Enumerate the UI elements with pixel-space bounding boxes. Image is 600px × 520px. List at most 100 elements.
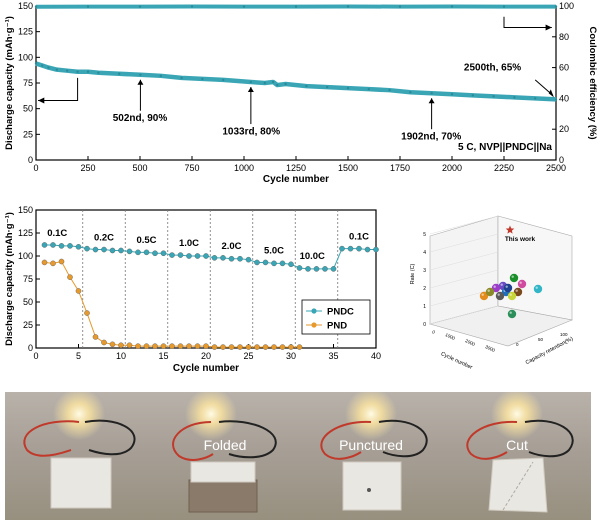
capacity-series bbox=[35, 61, 557, 102]
data-point-pndc bbox=[92, 246, 99, 253]
y2-tick-label: 80 bbox=[559, 32, 569, 42]
grid-line bbox=[429, 251, 499, 271]
photo-normal bbox=[5, 392, 153, 520]
left-arrowhead-icon bbox=[38, 97, 45, 104]
led-glow-icon bbox=[345, 392, 397, 440]
annotation-arrowhead-icon bbox=[548, 89, 554, 98]
star-icon bbox=[505, 225, 515, 234]
y-tick-label: 75 bbox=[23, 274, 33, 284]
z-tick-label: 0 bbox=[516, 342, 519, 347]
x-tick-label: 0 bbox=[33, 351, 38, 361]
data-point-pndc bbox=[279, 260, 286, 267]
y-tick-label: 25 bbox=[23, 320, 33, 330]
rate-label: 1.0C bbox=[179, 238, 199, 249]
data-point-pndc bbox=[245, 256, 252, 263]
data-point-pndc bbox=[118, 247, 124, 254]
data-point-pnd bbox=[262, 344, 269, 350]
scatter-point bbox=[517, 279, 527, 289]
y-tick-label: 75 bbox=[23, 78, 33, 88]
data-point-pndc bbox=[50, 242, 56, 248]
capacity-point bbox=[430, 92, 433, 95]
grid-line bbox=[429, 233, 499, 253]
device-photos: Folded Punctured Cut bbox=[0, 392, 600, 520]
data-point-pnd bbox=[186, 343, 192, 349]
data-point-pnd bbox=[177, 343, 184, 349]
data-point-pndc bbox=[211, 255, 218, 261]
z-tick-label: 50 bbox=[538, 337, 544, 342]
x-tick-label: 2250 bbox=[494, 163, 514, 173]
capacity-point bbox=[513, 96, 516, 99]
rate-chart: 0 5 10 15 20 25 30 35 40 0 25 50 75 100 125 150 Cycle nu… bbox=[0, 196, 400, 386]
capacity-point bbox=[271, 80, 275, 84]
x-axis-label: Cycle number bbox=[263, 174, 329, 185]
data-point-pnd bbox=[126, 342, 133, 349]
y-tick-label: 0 bbox=[423, 322, 426, 328]
data-point-pndc bbox=[160, 250, 167, 257]
data-point-pnd bbox=[254, 344, 260, 350]
data-point-pndc bbox=[347, 245, 354, 252]
capacity-point bbox=[326, 85, 329, 89]
data-point-pndc bbox=[41, 242, 48, 248]
data-point-pndc bbox=[313, 266, 320, 272]
led-demo-folded bbox=[172, 392, 277, 513]
data-point-pnd bbox=[211, 344, 218, 350]
capacity-point bbox=[47, 66, 50, 69]
data-point-pnd bbox=[143, 343, 150, 349]
efficiency-point bbox=[554, 5, 558, 8]
scatter-point-highlight bbox=[497, 293, 500, 296]
x-axis-label: Cycle number bbox=[173, 363, 239, 374]
scatter-point bbox=[533, 284, 543, 294]
rate-label: 0.2C bbox=[94, 232, 114, 243]
efficiency-point bbox=[190, 5, 194, 8]
x-tick-label: 1750 bbox=[390, 163, 410, 173]
data-point-pnd bbox=[152, 343, 158, 349]
data-point-pndc bbox=[203, 253, 209, 259]
capacity-point bbox=[201, 77, 204, 81]
comparison-3d-svg: 0 1 2 3 4 5 Rate (C) 0 1000 2000 3000 Cycle number 0… bbox=[410, 215, 575, 371]
rate-label: 2.0C bbox=[221, 241, 241, 252]
data-point-pndc bbox=[220, 255, 226, 261]
y-tick-label: 4 bbox=[423, 250, 426, 256]
rate-label: 0.1C bbox=[47, 228, 67, 239]
y-axis-label: Discharge capacity (mAh·g⁻¹) bbox=[4, 212, 15, 346]
efficiency-point bbox=[450, 5, 454, 8]
data-point-pndc bbox=[101, 246, 107, 253]
x-tick-label: 0 bbox=[431, 329, 436, 335]
x-tick-label: 20 bbox=[201, 351, 211, 361]
capacity-point bbox=[305, 84, 308, 88]
y-tick-label: 0 bbox=[28, 155, 33, 165]
capacity-point bbox=[41, 64, 44, 67]
capacity-point bbox=[76, 70, 79, 73]
right-axis-arrow bbox=[503, 16, 552, 29]
data-point-pndc bbox=[339, 245, 345, 252]
data-point-pnd bbox=[296, 344, 303, 350]
capacity-point bbox=[249, 80, 253, 84]
y-axis-label: Rate (C) bbox=[410, 263, 416, 284]
y-tick-label: 125 bbox=[18, 27, 33, 37]
z-axis-label: Capacity retention(%) bbox=[525, 336, 575, 366]
data-point-pndc bbox=[58, 243, 65, 249]
scatter-point-highlight bbox=[509, 293, 512, 296]
data-point-pnd bbox=[109, 341, 116, 348]
x-tick-label: 2000 bbox=[465, 338, 477, 347]
photo-label-punctured: Punctured bbox=[339, 437, 403, 453]
x-tick-label: 5 bbox=[76, 351, 81, 361]
y-axis-label: Discharge capacity (mAh·g⁻¹) bbox=[4, 16, 15, 150]
capacity-point bbox=[118, 72, 121, 75]
data-point-pnd bbox=[169, 343, 175, 349]
efficiency-point bbox=[86, 5, 90, 8]
rate-chart-svg: 0 5 10 15 20 25 30 35 40 0 25 50 75 100 125 150 Cycle nu… bbox=[4, 205, 381, 374]
rate-label: 5.0C bbox=[264, 245, 284, 256]
capacity-point bbox=[450, 93, 454, 96]
data-point-pnd bbox=[58, 258, 65, 265]
scatter-point bbox=[507, 309, 517, 319]
rate-label: 0.5C bbox=[136, 235, 156, 246]
led-demo-normal bbox=[23, 392, 136, 509]
x-tick-label: 25 bbox=[243, 351, 253, 361]
x-tick-label: 1000 bbox=[445, 332, 457, 341]
data-point-pnd bbox=[279, 344, 286, 350]
rate-label: 0.1C bbox=[349, 232, 369, 243]
annotation-label: 502nd, 90% bbox=[113, 113, 168, 124]
y2-tick-label: 0 bbox=[559, 155, 564, 165]
scatter-point-highlight bbox=[505, 285, 508, 288]
